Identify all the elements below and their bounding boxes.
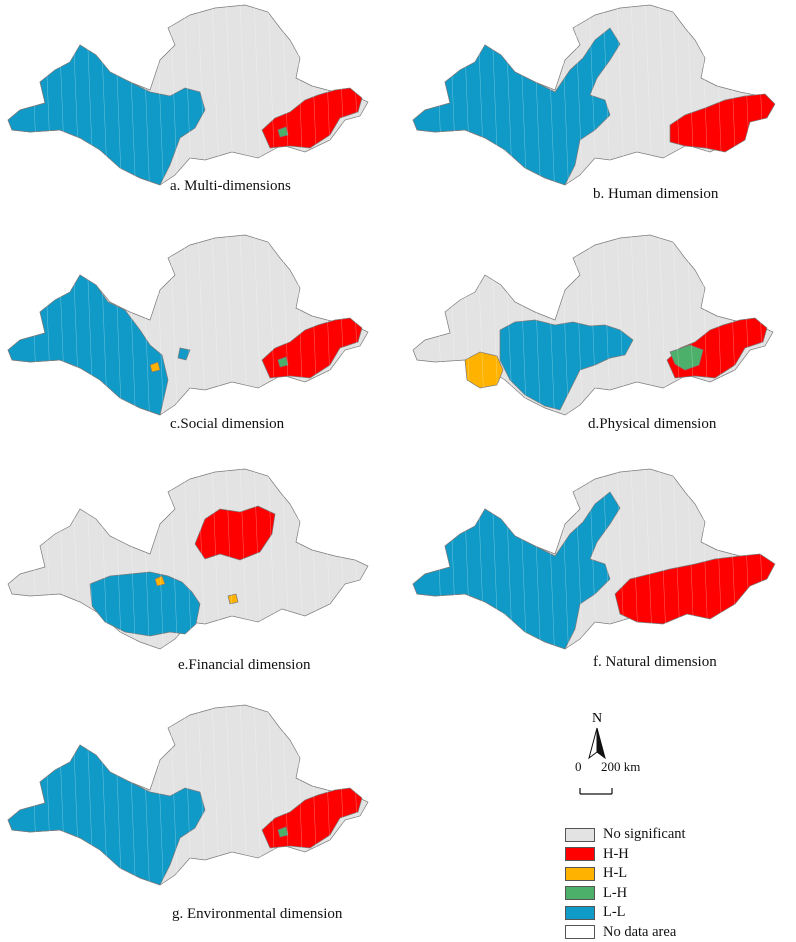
legend-swatch bbox=[565, 867, 595, 881]
north-arrow-icon: N bbox=[570, 708, 650, 798]
legend-item-ll: L-L bbox=[565, 903, 745, 923]
map-figure bbox=[0, 0, 390, 230]
legend-item-hl: H-L bbox=[565, 864, 745, 884]
panel-caption: e.Financial dimension bbox=[178, 657, 310, 674]
map-panel-financial-dimension: e.Financial dimension bbox=[0, 464, 390, 694]
map-panel-social-dimension: c.Social dimension bbox=[0, 230, 390, 460]
legend-swatch bbox=[565, 847, 595, 861]
map-panel-human-dimension: b. Human dimension bbox=[405, 0, 795, 230]
legend-label: No data area bbox=[603, 924, 676, 941]
map-figure bbox=[0, 700, 390, 930]
legend-swatch bbox=[565, 828, 595, 842]
legend: No significant H-H H-L L-H L-L No data a… bbox=[565, 825, 745, 942]
map-panel-physical-dimension: d.Physical dimension bbox=[405, 230, 795, 460]
panel-caption: a. Multi-dimensions bbox=[170, 178, 291, 195]
scale-end-label: 200 km bbox=[601, 759, 640, 775]
legend-item-no-data: No data area bbox=[565, 923, 745, 942]
panel-caption: c.Social dimension bbox=[170, 416, 284, 433]
legend-item-hh: H-H bbox=[565, 845, 745, 865]
legend-label: H-L bbox=[603, 865, 627, 882]
panel-caption: g. Environmental dimension bbox=[172, 906, 342, 923]
legend-label: No significant bbox=[603, 826, 686, 843]
scale-start-label: 0 bbox=[575, 759, 582, 775]
panel-caption: f. Natural dimension bbox=[593, 654, 717, 671]
legend-item-no-significant: No significant bbox=[565, 825, 745, 845]
map-panel-environmental-dimension: g. Environmental dimension bbox=[0, 700, 390, 930]
legend-swatch bbox=[565, 906, 595, 920]
panel-caption: d.Physical dimension bbox=[588, 416, 716, 433]
north-label: N bbox=[592, 711, 602, 726]
legend-swatch bbox=[565, 925, 595, 939]
legend-swatch bbox=[565, 886, 595, 900]
north-arrow: N bbox=[570, 708, 650, 798]
legend-label: L-L bbox=[603, 904, 626, 921]
legend-item-lh: L-H bbox=[565, 884, 745, 904]
legend-label: L-H bbox=[603, 885, 627, 902]
panel-caption: b. Human dimension bbox=[593, 186, 718, 203]
legend-label: H-H bbox=[603, 846, 629, 863]
map-panel-natural-dimension: f. Natural dimension bbox=[405, 464, 795, 694]
map-panel-multi-dimensions: a. Multi-dimensions bbox=[0, 0, 390, 230]
